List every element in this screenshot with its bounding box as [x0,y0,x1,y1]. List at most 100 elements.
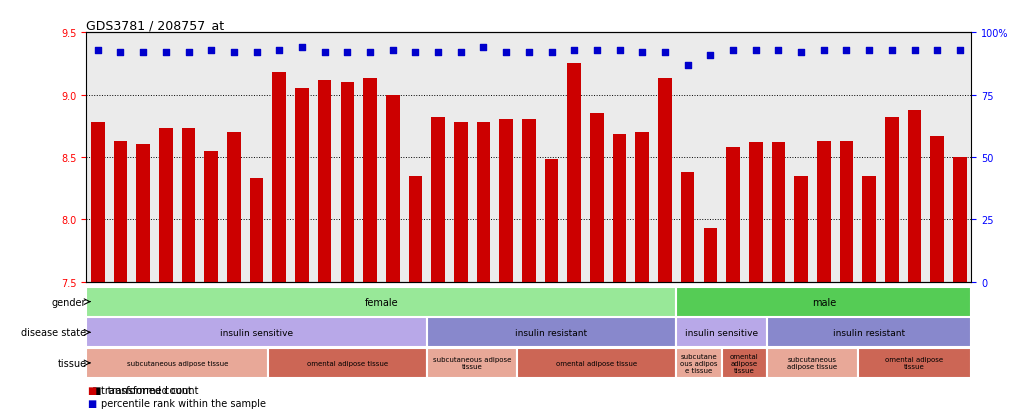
Point [384,47,401,54]
Bar [409,176,422,282]
Text: female: female [364,297,399,307]
Bar [204,151,218,282]
Point [294,45,310,51]
Bar [590,114,604,282]
Bar [86,318,427,347]
Point [566,47,583,54]
Bar [267,348,427,378]
Bar [857,348,971,378]
Point [589,47,605,54]
Bar [722,348,767,378]
Point [316,50,333,56]
Text: disease state: disease state [21,328,86,337]
Bar [477,123,490,282]
Bar [545,160,558,282]
Bar [295,89,309,282]
Point [430,50,446,56]
Bar [182,129,195,282]
Bar [273,73,286,282]
Bar [885,118,899,282]
Bar [704,228,717,282]
Bar [908,110,921,282]
Text: subcutaneous adipose
tissue: subcutaneous adipose tissue [433,356,512,370]
Bar [767,348,857,378]
Bar [726,147,739,282]
Bar [363,79,377,282]
Text: tissue: tissue [57,358,86,368]
Point [180,50,196,56]
Point [135,50,152,56]
Bar [767,318,971,347]
Text: ■: ■ [87,399,97,408]
Text: gender: gender [52,297,86,307]
Text: subcutaneous
adipose tissue: subcutaneous adipose tissue [787,356,837,370]
Bar [817,141,831,282]
Bar [427,318,676,347]
Bar [749,142,763,282]
Bar [676,287,971,317]
Point [521,50,537,56]
Point [679,62,696,69]
Point [816,47,832,54]
Bar [636,133,649,282]
Point [611,47,627,54]
Text: insulin resistant: insulin resistant [516,328,588,337]
Point [635,50,651,56]
Point [884,47,900,54]
Point [952,47,968,54]
Point [340,50,356,56]
Bar [499,120,513,282]
Bar [114,141,127,282]
Point [702,52,718,59]
Bar [86,287,676,317]
Bar [431,118,444,282]
Text: omental adipose tissue: omental adipose tissue [307,360,387,366]
Bar [91,123,105,282]
Point [930,47,946,54]
Bar [862,176,876,282]
Bar [518,348,676,378]
Bar [318,81,332,282]
Text: percentile rank within the sample: percentile rank within the sample [101,399,265,408]
Bar [250,179,263,282]
Bar [794,176,807,282]
Bar [613,135,626,282]
Point [793,50,810,56]
Point [453,50,469,56]
Point [203,47,220,54]
Point [158,50,174,56]
Bar [86,348,267,378]
Point [747,47,764,54]
Point [725,47,741,54]
Point [838,47,854,54]
Text: transformed count: transformed count [101,385,191,395]
Text: subcutaneous adipose tissue: subcutaneous adipose tissue [126,360,228,366]
Text: subcutane
ous adipos
e tissue: subcutane ous adipos e tissue [680,353,718,373]
Point [861,47,878,54]
Bar [227,133,241,282]
Bar [341,83,354,282]
Text: omental adipose tissue: omental adipose tissue [556,360,638,366]
Bar [454,123,468,282]
Point [475,45,491,51]
Bar [680,173,695,282]
Text: ■: ■ [87,385,97,395]
Bar [385,95,400,282]
Point [112,50,128,56]
Point [657,50,673,56]
Text: omental adipose
tissue: omental adipose tissue [886,356,944,370]
Point [906,47,922,54]
Point [248,50,264,56]
Point [543,50,559,56]
Bar [567,64,581,282]
Bar [676,348,722,378]
Bar [840,141,853,282]
Text: omental
adipose
tissue: omental adipose tissue [730,353,759,373]
Bar [427,348,518,378]
Point [226,50,242,56]
Point [407,50,423,56]
Text: ■  transformed count: ■ transformed count [86,385,199,395]
Point [498,50,515,56]
Bar [159,129,173,282]
Bar [658,79,672,282]
